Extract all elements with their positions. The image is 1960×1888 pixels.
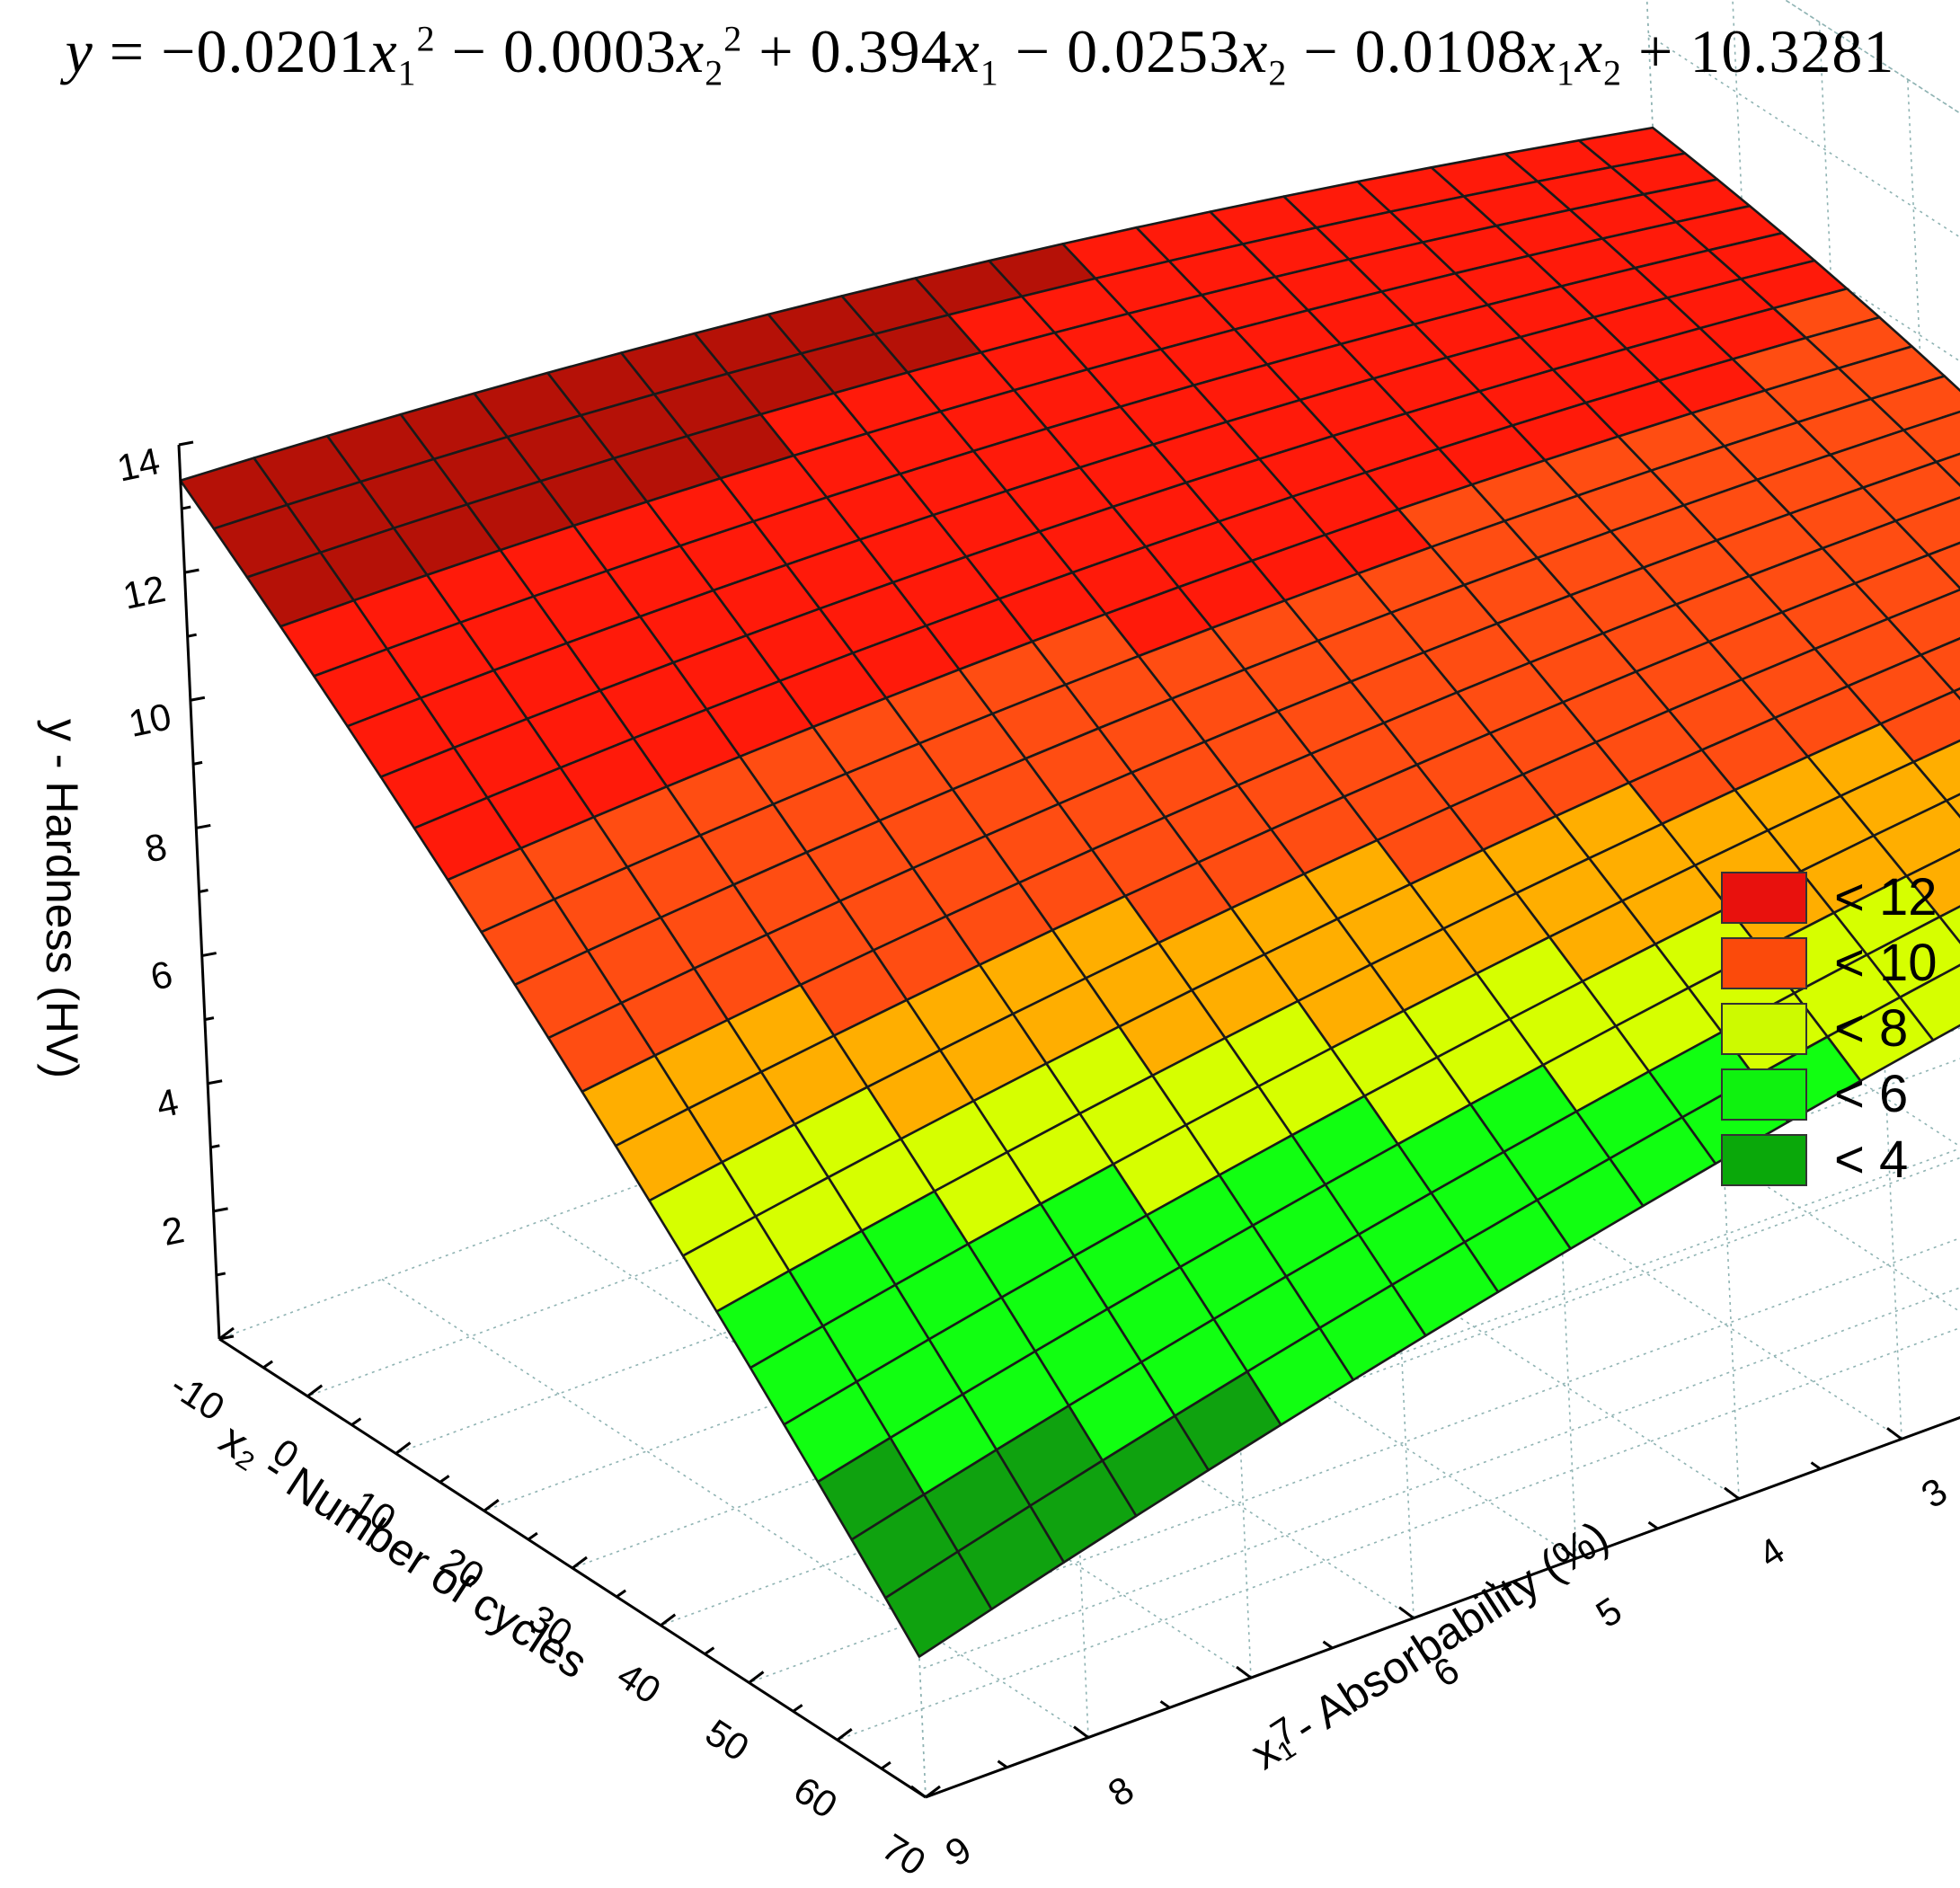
x1-tick xyxy=(1561,1547,1577,1560)
x2-tick xyxy=(395,1441,412,1455)
x1-tick xyxy=(1073,1725,1089,1739)
x2-tick xyxy=(748,1671,765,1684)
x1-tick-label: 4 xyxy=(1752,1529,1792,1576)
y-minor-tick xyxy=(192,760,203,766)
y-minor-tick xyxy=(216,1272,226,1277)
legend-item: < 6 xyxy=(1721,1061,1938,1127)
x2-minor-tick xyxy=(704,1646,715,1655)
legend-item: < 10 xyxy=(1721,930,1938,996)
x2-minor-tick xyxy=(262,1360,273,1369)
x2-tick xyxy=(483,1499,500,1512)
surface-cell xyxy=(1935,452,1960,488)
y-tick xyxy=(213,1207,228,1213)
x1-tick xyxy=(1398,1606,1415,1619)
legend-item: < 8 xyxy=(1721,996,1938,1061)
legend-label: < 6 xyxy=(1834,1065,1909,1123)
x2-minor-tick xyxy=(350,1417,362,1426)
x1-minor-tick xyxy=(1810,1461,1822,1470)
y-tick-label: 2 xyxy=(158,1208,188,1254)
x1-tick-label: 8 xyxy=(1101,1768,1141,1814)
legend-swatch xyxy=(1721,871,1807,924)
x1-minor-tick xyxy=(997,1759,1008,1769)
legend-swatch xyxy=(1721,1068,1807,1121)
chart-title: y = −0.0201x12 − 0.0003x22 + 0.394x1 − 0… xyxy=(65,17,1895,93)
x1-tick xyxy=(910,1785,927,1799)
legend-swatch xyxy=(1721,1133,1807,1186)
y-tick xyxy=(190,696,206,702)
legend-label: < 12 xyxy=(1834,868,1938,926)
x2-tick xyxy=(572,1556,588,1570)
x2-tick-label: 60 xyxy=(786,1768,845,1827)
y-tick xyxy=(184,568,200,574)
y-tick-label: 4 xyxy=(153,1080,182,1126)
legend: < 12 < 10 < 8 < 6 < 4 xyxy=(1721,864,1938,1192)
legend-label: < 10 xyxy=(1834,934,1938,992)
x1-tick xyxy=(1724,1486,1740,1500)
legend-label: < 4 xyxy=(1834,1130,1909,1189)
x2-minor-tick xyxy=(616,1589,626,1599)
x2-minor-tick xyxy=(439,1475,450,1484)
legend-swatch xyxy=(1721,936,1807,989)
x2-minor-tick xyxy=(881,1760,891,1770)
x1-tick-label: 3 xyxy=(1914,1469,1955,1516)
x1-axis-title: x₁ - Absorbability (%) xyxy=(1242,1511,1618,1779)
x1-tick-label: 5 xyxy=(1589,1589,1629,1635)
y-tick xyxy=(207,1079,223,1086)
y-tick-label: 12 xyxy=(120,567,169,617)
x2-minor-tick xyxy=(792,1704,803,1713)
x1-tick xyxy=(1886,1427,1902,1440)
x2-minor-tick xyxy=(528,1531,538,1541)
y-minor-tick xyxy=(181,505,191,510)
y-tick-label: 10 xyxy=(125,695,174,745)
x2-tick xyxy=(660,1613,677,1627)
legend-item: < 4 xyxy=(1721,1127,1938,1192)
y-minor-tick xyxy=(204,1016,215,1022)
grid-line xyxy=(660,1148,1960,1627)
x2-tick xyxy=(836,1728,853,1742)
x2-tick xyxy=(306,1384,324,1397)
x2-tick xyxy=(218,1326,235,1341)
x2-tick-label: 70 xyxy=(875,1825,934,1884)
x2-tick-label: -10 xyxy=(164,1364,233,1429)
x2-tick xyxy=(925,1785,941,1799)
x1-tick xyxy=(1236,1665,1252,1680)
x2-tick-label: 40 xyxy=(610,1653,669,1712)
y-axis-title: y - Hardness (HV) xyxy=(37,719,87,1078)
surface-cell xyxy=(1927,541,1960,590)
surface-cell xyxy=(1938,905,1960,944)
y-tick-label: 6 xyxy=(146,953,176,998)
y-tick-label: 14 xyxy=(113,439,163,490)
y-tick xyxy=(178,440,194,447)
surface-cell xyxy=(883,1550,993,1658)
x1-minor-tick xyxy=(1322,1640,1334,1650)
y-minor-tick xyxy=(187,633,197,638)
x1-tick-label: 9 xyxy=(938,1828,979,1875)
x1-minor-tick xyxy=(1159,1700,1171,1709)
x1-minor-tick xyxy=(1485,1581,1496,1590)
y-tick xyxy=(196,823,211,829)
surface xyxy=(179,126,1960,1658)
legend-label: < 8 xyxy=(1834,999,1909,1058)
legend-item: < 12 xyxy=(1721,864,1938,930)
x2-tick-label: 50 xyxy=(698,1711,757,1769)
y-tick xyxy=(201,952,217,958)
x1-minor-tick xyxy=(1647,1520,1659,1530)
legend-swatch xyxy=(1721,1002,1807,1055)
x2-axis-title: x₂ - Number of cycles xyxy=(211,1414,597,1689)
y-minor-tick xyxy=(199,889,208,893)
y-tick-label: 8 xyxy=(141,825,171,871)
y-minor-tick xyxy=(210,1144,220,1149)
